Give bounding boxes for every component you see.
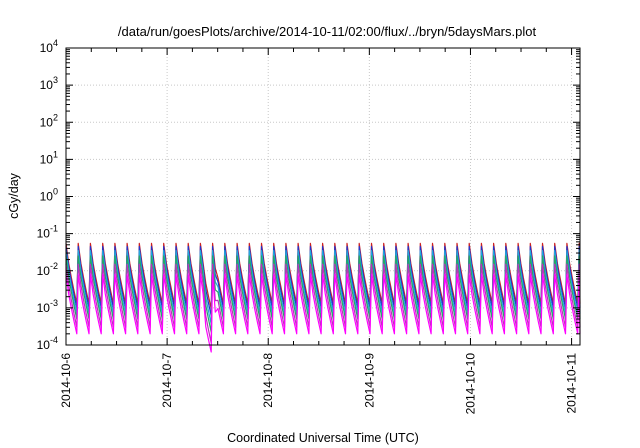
- y-tick-label: 10-4: [37, 335, 58, 352]
- series-line: [65, 263, 581, 344]
- y-tick-label: 101: [40, 149, 58, 166]
- x-tick-label: 2014-10-7: [160, 353, 174, 408]
- y-tick-label: 104: [40, 38, 58, 55]
- series-group: [65, 242, 581, 353]
- x-axis: 2014-10-6 2014-10-7 2014-10-8 2014-10-9 2014…: [59, 48, 579, 414]
- x-tick-label: 2014-10-8: [261, 353, 275, 408]
- y-axis-label: cGy/day: [7, 172, 21, 219]
- x-tick-label: 2014-10-10: [463, 353, 477, 415]
- y-tick-label: 10-3: [37, 298, 58, 315]
- series-line: [65, 255, 581, 333]
- x-tick-label: 2014-10-6: [59, 353, 73, 408]
- x-axis-label: Coordinated Universal Time (UTC): [227, 431, 419, 445]
- y-tick-label: 10-2: [37, 261, 58, 278]
- x-tick-label: 2014-10-11: [565, 353, 579, 414]
- y-tick-label: 10-1: [37, 224, 58, 241]
- y-tick-label: 100: [40, 187, 58, 204]
- y-axis: 10-4 10-3 10-2 10-1 100 101 102 103 104: [37, 38, 580, 352]
- chart-title: /data/run/goesPlots/archive/2014-10-11/0…: [118, 24, 537, 39]
- y-tick-label: 103: [40, 75, 58, 92]
- x-tick-label: 2014-10-9: [362, 353, 376, 408]
- series-line: [65, 250, 581, 325]
- series-line: [65, 273, 581, 353]
- y-tick-label: 102: [40, 112, 58, 129]
